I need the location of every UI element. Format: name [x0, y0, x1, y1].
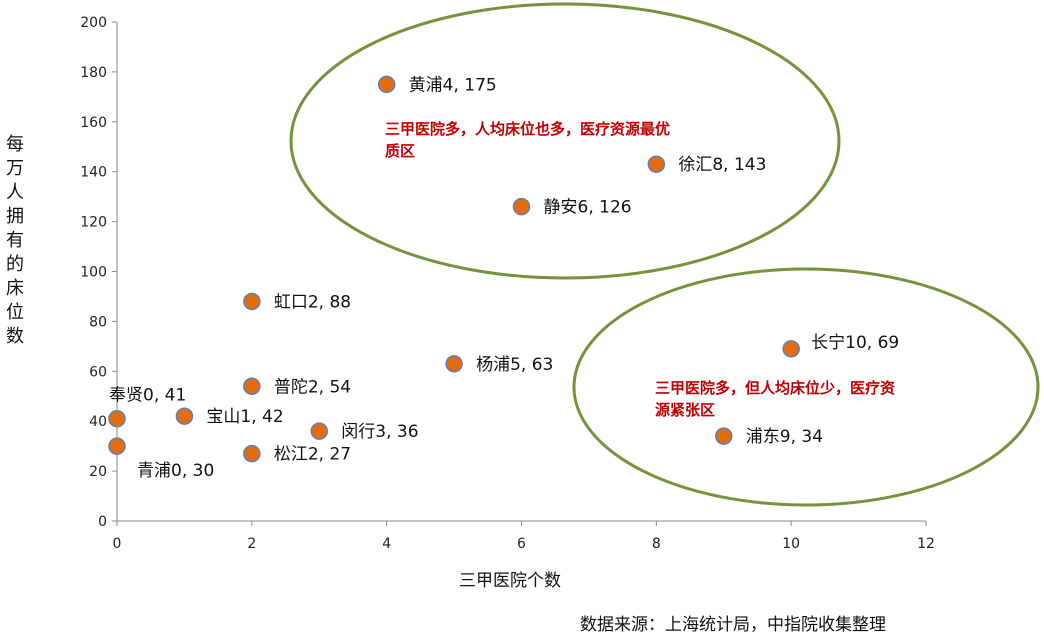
- data-point-浦东: [715, 427, 733, 445]
- annotation-1-line-1: 三甲医院多，人均床位也多，医疗资源最优: [385, 120, 670, 138]
- highlight-ellipse-top: [289, 2, 841, 280]
- y-tick-label: 160: [80, 115, 107, 131]
- y-tick-label: 60: [89, 364, 107, 380]
- y-tick-label: 140: [80, 165, 107, 181]
- y-tick-label: 80: [89, 314, 107, 330]
- data-point-普陀: [243, 377, 261, 396]
- data-point-杨浦: [445, 355, 463, 373]
- data-label-奉贤: 奉贤0, 41: [109, 386, 186, 406]
- data-point-奉贤: [108, 409, 126, 428]
- data-label-闵行: 闵行3, 36: [341, 422, 418, 442]
- data-label-浦东: 浦东9, 34: [746, 427, 823, 447]
- y-axis-title-char: 人: [6, 182, 24, 203]
- y-axis-title-char: 位: [6, 302, 24, 323]
- data-point-徐汇: [647, 155, 666, 173]
- data-point-青浦: [108, 437, 126, 455]
- data-label-杨浦: 杨浦5, 63: [476, 355, 553, 375]
- data-point-宝山: [175, 407, 194, 425]
- y-tick-label: 0: [98, 514, 107, 530]
- data-label-青浦: 青浦0, 30: [137, 461, 214, 481]
- annotation-2-line-2: 源紧张区: [655, 401, 715, 419]
- data-label-松江: 松江2, 27: [274, 445, 351, 465]
- data-label-静安: 静安6, 126: [544, 198, 632, 218]
- data-label-普陀: 普陀2, 54: [274, 377, 351, 397]
- y-tick-label: 100: [80, 265, 107, 281]
- x-tick-label: 10: [782, 536, 800, 552]
- y-axis-title-char: 万: [6, 158, 24, 179]
- x-tick-label: 2: [247, 536, 256, 552]
- data-label-黄浦: 黄浦4, 175: [409, 75, 497, 95]
- y-tick-label: 20: [89, 464, 107, 480]
- data-point-黄浦: [377, 75, 396, 94]
- source-note: 数据来源：上海统计局，中指院收集整理: [580, 615, 886, 635]
- y-axis-title-char: 每: [6, 134, 24, 155]
- data-point-闵行: [310, 422, 328, 440]
- y-tick-label: 40: [89, 414, 107, 430]
- data-label-徐汇: 徐汇8, 143: [678, 155, 766, 175]
- annotation-2-line-1: 三甲医院多，但人均床位少，医疗资: [655, 379, 895, 397]
- y-axis-title-char: 数: [6, 326, 24, 347]
- y-axis-title-char: 床: [6, 278, 24, 299]
- y-tick-label: 180: [80, 65, 107, 81]
- y-axis-title-char: 拥: [6, 206, 24, 227]
- x-tick-label: 6: [517, 536, 526, 552]
- data-point-长宁: [782, 340, 800, 358]
- data-point-虹口: [243, 292, 261, 311]
- y-axis-title-char: 有: [6, 230, 24, 251]
- x-axis-title: 三甲医院个数: [459, 571, 561, 591]
- data-label-宝山: 宝山1, 42: [206, 407, 283, 427]
- y-tick-label: 200: [80, 15, 107, 31]
- annotation-1-line-2: 质区: [385, 142, 415, 160]
- data-point-松江: [243, 444, 261, 463]
- y-tick-label: 120: [80, 215, 107, 231]
- data-label-长宁: 长宁10, 69: [811, 333, 899, 353]
- data-point-静安: [512, 197, 531, 216]
- y-axis-title-char: 的: [6, 254, 24, 275]
- highlight-ellipse-right: [572, 267, 1040, 507]
- data-label-虹口: 虹口2, 88: [274, 292, 351, 312]
- x-tick-label: 0: [113, 536, 122, 552]
- x-tick-label: 8: [652, 536, 661, 552]
- x-tick-label: 12: [917, 536, 935, 552]
- x-tick-label: 4: [382, 536, 391, 552]
